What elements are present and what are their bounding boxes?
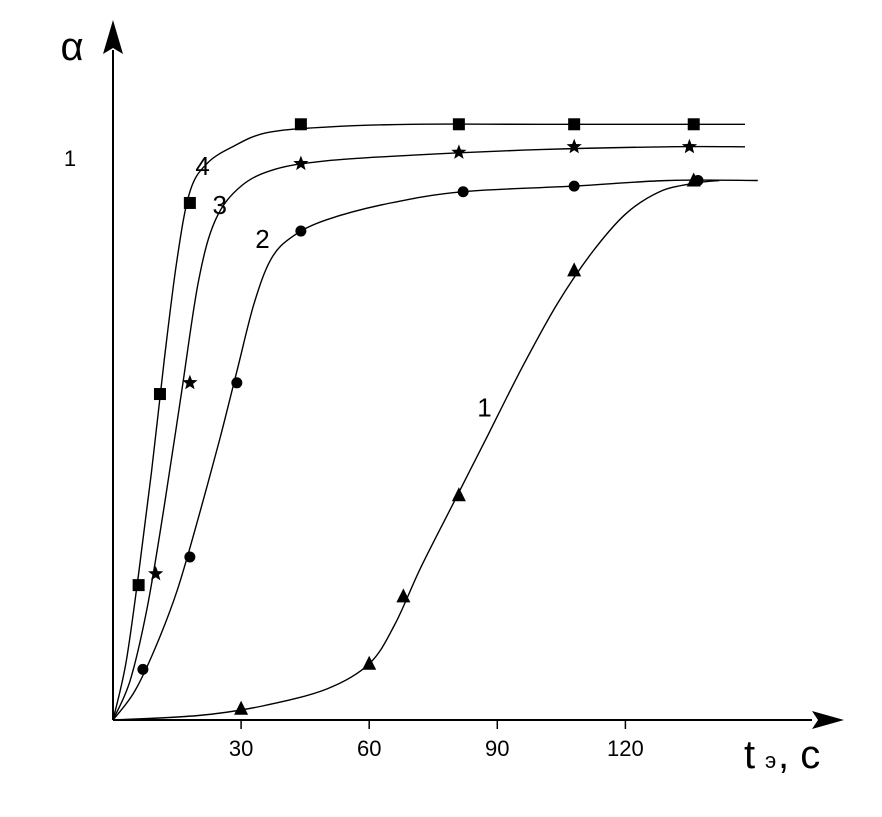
series-4-point xyxy=(452,118,465,131)
series-2-point xyxy=(568,180,580,192)
series-2-line xyxy=(112,179,758,721)
series-4-point xyxy=(153,388,166,401)
series-2-point xyxy=(231,377,243,389)
series-1-point xyxy=(234,700,249,715)
series-2-point xyxy=(457,186,469,198)
y-axis-label: α xyxy=(60,25,83,69)
series-3-line xyxy=(112,145,746,721)
series-4-point xyxy=(183,196,196,209)
series-4-line xyxy=(112,123,745,721)
series-1-point xyxy=(362,655,377,670)
y-tick-label: 1 xyxy=(64,146,76,171)
series-2-point xyxy=(295,225,307,237)
series-1-line xyxy=(112,179,720,721)
curve-label-1: 1 xyxy=(477,393,491,423)
series-2-point xyxy=(184,551,196,563)
series-4-point xyxy=(568,118,581,131)
x-axis-arrow xyxy=(812,711,844,729)
series-4-point xyxy=(294,118,307,131)
series-1-point xyxy=(451,487,466,502)
curve-label-2: 2 xyxy=(255,224,269,254)
axes: 30 60 90 120 1 α t э, c xyxy=(60,20,844,777)
labels: 1 234 xyxy=(195,151,491,423)
series-4-point xyxy=(687,118,700,131)
curve-label-3: 3 xyxy=(213,190,227,220)
series-1-point xyxy=(396,588,411,603)
series-3-point xyxy=(148,565,164,581)
curves xyxy=(112,123,758,721)
y-axis-arrow xyxy=(103,20,123,54)
series-1-point xyxy=(567,262,582,277)
markers xyxy=(132,118,704,715)
x-axis-label: t xyxy=(744,733,755,777)
series-4-point xyxy=(132,579,145,592)
series-2-point xyxy=(137,663,149,675)
x-tick-label: 90 xyxy=(485,736,509,761)
x-tick-label: 120 xyxy=(607,736,644,761)
x-axis-label-unit: , c xyxy=(778,733,820,777)
series-3-point xyxy=(681,138,698,154)
series-3-point xyxy=(293,155,309,171)
curve-label-4: 4 xyxy=(195,151,209,181)
series-2-point xyxy=(692,174,704,186)
series-3-point xyxy=(451,144,467,159)
x-axis-label-subscript: э xyxy=(765,748,776,773)
x-tick-label: 30 xyxy=(229,736,253,761)
x-tick-label: 60 xyxy=(357,736,381,761)
series-3-point xyxy=(566,138,582,154)
series-3-point xyxy=(182,374,198,390)
